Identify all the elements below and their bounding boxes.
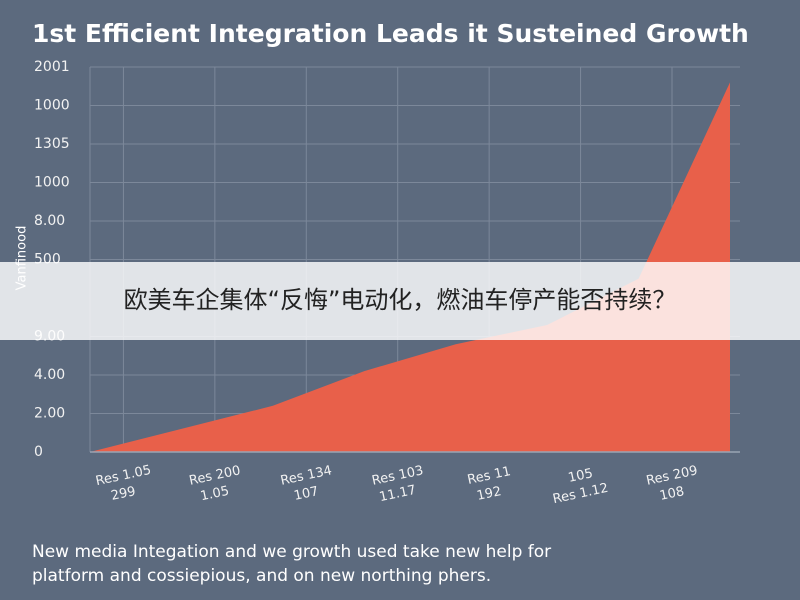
x-tick-label: 107 (293, 484, 320, 504)
banner (0, 262, 800, 340)
y-tick-label: 2001 (34, 59, 70, 75)
y-tick-label: 8.00 (34, 213, 65, 229)
y-tick-label: 0 (34, 444, 43, 460)
caption: platform and cossiepious, and on new nor… (32, 566, 491, 586)
caption: New media Integation and we growth used … (32, 542, 551, 562)
x-tick-label: 192 (475, 484, 502, 504)
x-tick-label: 105 (567, 466, 594, 486)
y-tick-label: 1305 (34, 136, 70, 152)
area (90, 82, 730, 453)
y-tick-label: 4.00 (34, 367, 65, 383)
plot: 02.004.009.005008.001000130510002001Res … (34, 59, 740, 507)
x-tick-label: 108 (658, 484, 685, 504)
banner-text: 欧美车企集体“反悔”电动化，燃油车停产能否持续？ (124, 286, 677, 314)
y-tick-label: 2.00 (34, 406, 65, 422)
y-tick-label: 1000 (34, 98, 70, 114)
x-tick-label: 299 (110, 484, 137, 504)
x-tick-label: 1.05 (199, 484, 230, 505)
y-tick-label: 1000 (34, 175, 70, 191)
chart-title: 1st Efficient Integration Leads it Suste… (32, 19, 749, 48)
